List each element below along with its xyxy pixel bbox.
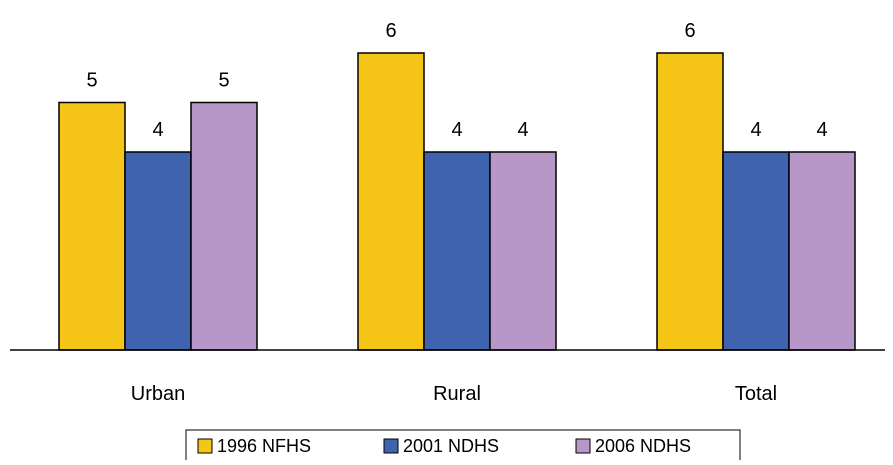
- data-label-total-3: 4: [816, 119, 827, 141]
- data-label-rural-3: 4: [517, 119, 528, 141]
- data-label-urban-1: 5: [86, 70, 97, 92]
- bar-rural-1: [357, 52, 425, 351]
- data-label-urban-2: 4: [152, 119, 163, 141]
- data-label-rural-2: 4: [451, 119, 462, 141]
- bar-rural-2: [423, 151, 491, 351]
- bar-urban-3: [190, 101, 258, 351]
- bar-urban-2: [124, 151, 192, 351]
- data-label-total-1: 6: [684, 20, 695, 42]
- data-label-total-2: 4: [750, 119, 761, 141]
- bar-rural-3: [489, 151, 557, 351]
- legend-label-1: 1996 NFHS: [217, 436, 311, 456]
- data-label-urban-3: 5: [218, 70, 229, 92]
- legend-label-2: 2001 NDHS: [403, 436, 499, 456]
- bar-urban-1: [58, 101, 126, 351]
- bars-layer: [58, 52, 856, 351]
- category-label-urban: Urban: [131, 383, 185, 405]
- category-label-total: Total: [735, 383, 777, 405]
- data-label-rural-1: 6: [385, 20, 396, 42]
- category-labels-layer: Urban Rural Total: [131, 383, 777, 405]
- data-labels-layer: 5 4 5 6 4 4 6 4 4: [86, 20, 827, 141]
- legend-swatch-2: [383, 438, 399, 454]
- legend-swatch-3: [575, 438, 591, 454]
- category-label-rural: Rural: [433, 383, 481, 405]
- bar-total-2: [722, 151, 790, 351]
- bar-total-3: [788, 151, 856, 351]
- legend-swatch-1: [197, 438, 213, 454]
- legend: 1996 NFHS 2001 NDHS 2006 NDHS: [185, 429, 741, 463]
- bar-total-1: [656, 52, 724, 351]
- legend-frame: [185, 429, 741, 463]
- legend-label-3: 2006 NDHS: [595, 436, 691, 456]
